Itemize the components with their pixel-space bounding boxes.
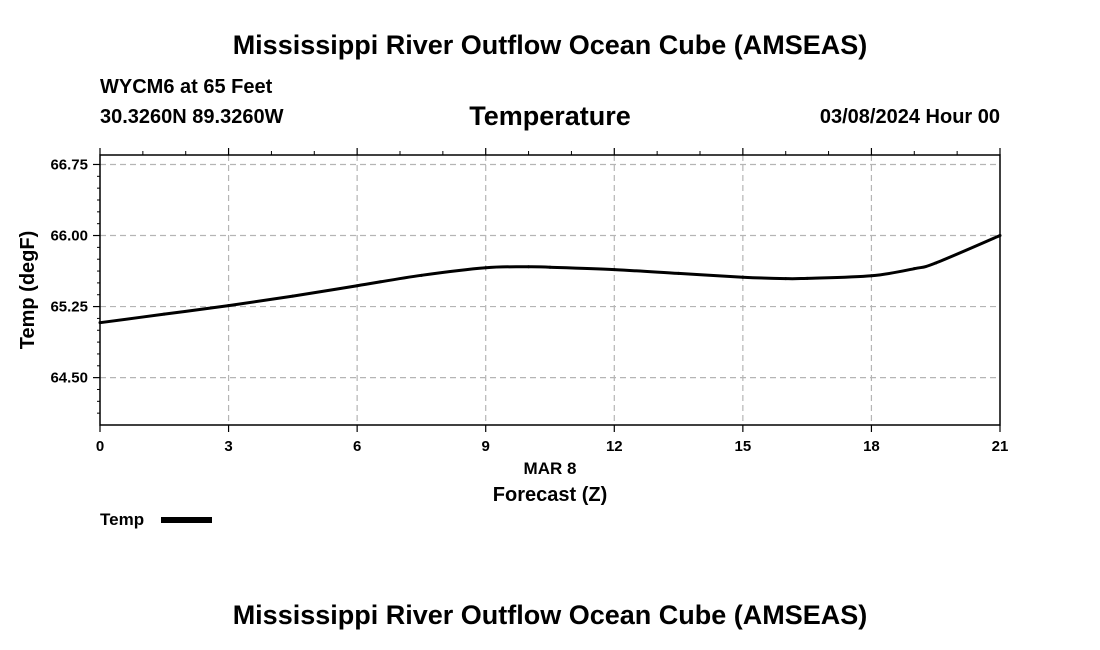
temp-data-point [162,312,166,316]
temp-data-point [548,265,552,269]
temp-data-point [227,304,231,308]
chart-main-title: Mississippi River Outflow Ocean Cube (AM… [232,30,868,60]
temp-data-point [741,275,745,279]
temp-data-point [612,268,616,272]
series-group [98,234,1002,325]
temp-data-point [805,276,809,280]
temp-data-point [912,267,916,271]
legend-label: Temp [100,510,144,529]
axes: 0 3 6 9 12 15 18 21 64.50 65.25 66.00 66.75 [50,148,1008,455]
x-tick-label: 18 [863,438,880,455]
station-label: WYCM6 at 65 Feet [100,76,273,98]
legend: Temp [100,510,212,529]
x-tick-label: 9 [482,438,490,455]
temp-data-point [419,273,423,277]
y-tick-label: 66.00 [50,228,88,245]
y-axis-label: Temp (degF) [17,231,39,350]
temp-data-point [677,271,681,275]
temp-data-point [484,266,488,270]
axis-labels: Temp (degF) MAR 8 Forecast (Z) [17,231,607,506]
x-tick-label: 3 [224,438,232,455]
x-tick-label: 12 [606,438,623,455]
x-tick-label: 6 [353,438,361,455]
grid-lines [100,155,1000,425]
x-axis-label: Forecast (Z) [493,484,607,506]
y-tick-label: 66.75 [50,156,88,173]
x-tick-label: 15 [735,438,752,455]
chart-subtitle: Temperature [469,101,631,131]
plot-frame [99,154,1001,426]
temp-series-line [99,234,1001,325]
temp-data-point [355,284,359,288]
station-coordinates: 30.3260N 89.3260W [100,106,284,128]
y-tick-label: 65.25 [50,299,88,316]
x-tick-label: 21 [992,438,1009,455]
temp-data-point [291,294,295,298]
temp-data-point [784,277,788,281]
temp-data-point [527,265,531,269]
forecast-datetime: 03/08/2024 Hour 00 [819,106,1000,128]
temp-data-point [98,321,102,325]
temp-data-point [934,261,938,265]
y-tick-label: 64.50 [50,370,88,387]
temp-data-point [869,274,873,278]
chart-footer-title: Mississippi River Outflow Ocean Cube (AM… [232,600,868,630]
x-axis-date-label: MAR 8 [524,459,577,478]
temp-data-point [998,234,1002,238]
x-tick-label: 0 [96,438,104,455]
